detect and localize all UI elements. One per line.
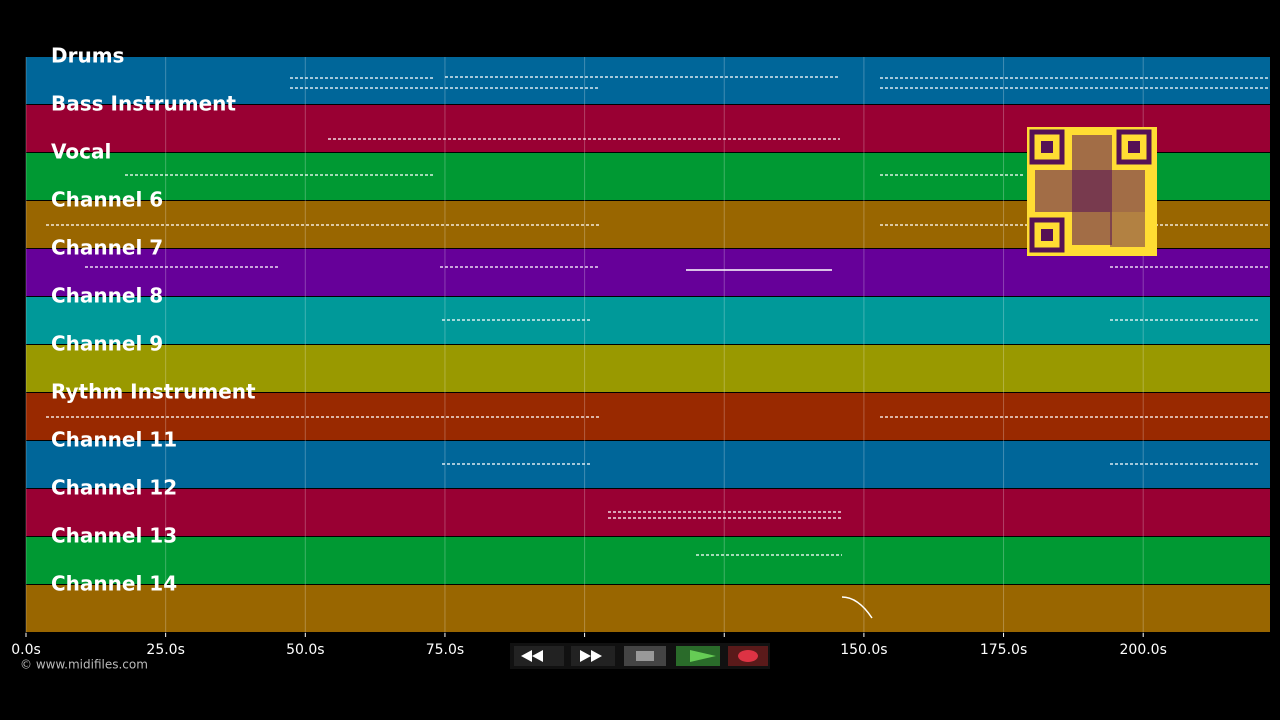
tick-label: 50.0s — [286, 642, 324, 658]
grid — [25, 57, 1144, 633]
tick-label: 150.0s — [840, 642, 887, 658]
notes — [46, 76, 1268, 619]
track-row — [26, 345, 1270, 392]
track-name: Bass Instrument — [51, 92, 236, 116]
track-labels: Drums Bass Instrument Vocal Channel 6 Channe… — [51, 44, 256, 596]
track-row — [26, 297, 1270, 344]
track-row — [26, 441, 1270, 488]
track-name: Channel 6 — [51, 188, 163, 212]
track-name: Channel 14 — [51, 572, 177, 596]
track-row — [26, 57, 1270, 104]
stop-button[interactable] — [624, 646, 666, 666]
track-row — [26, 537, 1270, 584]
track-name: Channel 13 — [51, 524, 177, 548]
track-name: Channel 9 — [51, 332, 163, 356]
track-name: Channel 8 — [51, 284, 163, 308]
tick-label: 200.0s — [1120, 642, 1167, 658]
track-row — [26, 585, 1270, 632]
tick-label: 25.0s — [146, 642, 184, 658]
tick-label: 0.0s — [11, 642, 41, 658]
record-button[interactable] — [728, 646, 768, 666]
tick-label: 75.0s — [426, 642, 464, 658]
track-name: Vocal — [51, 140, 111, 164]
play-button[interactable] — [676, 646, 720, 666]
note-pattern — [841, 596, 873, 619]
track-name: Rythm Instrument — [51, 380, 256, 404]
tick-label: 175.0s — [980, 642, 1027, 658]
transport-controls — [510, 643, 770, 669]
qr-code — [1027, 127, 1157, 256]
track-name: Drums — [51, 44, 124, 68]
footer: © www.midifiles.com — [20, 658, 148, 672]
track-name: Channel 12 — [51, 476, 177, 500]
track-row — [26, 249, 1270, 296]
rewind-button[interactable] — [514, 646, 564, 666]
track-name: Channel 7 — [51, 236, 163, 260]
forward-button[interactable] — [571, 646, 615, 666]
track-name: Channel 11 — [51, 428, 177, 452]
